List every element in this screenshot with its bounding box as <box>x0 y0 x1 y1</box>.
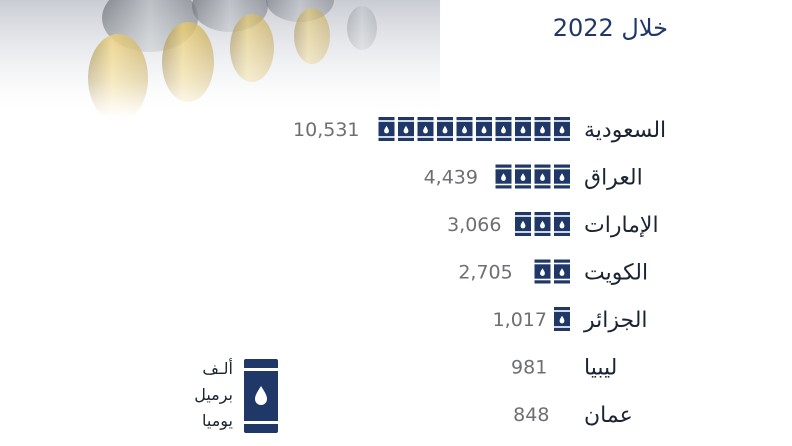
barrel-mark <box>534 259 551 284</box>
barrel-mark-partial <box>366 117 375 141</box>
value-label: 981 <box>511 357 547 379</box>
chart-row: الجزائر 1,017 <box>493 307 648 333</box>
country-label: الجزائر <box>583 308 648 333</box>
barrel-mark <box>495 164 512 189</box>
legend-line-thousand: ألـف <box>202 359 233 378</box>
chart-row: الإمارات 3,066 <box>447 212 659 238</box>
barrel-mark <box>554 164 570 189</box>
barrel-mark <box>476 117 492 141</box>
country-label: ليبيا <box>584 356 617 381</box>
legend: ألـف برميل يوميا <box>186 356 278 436</box>
value-label: 3,066 <box>447 214 501 236</box>
country-label: السعودية <box>584 118 666 143</box>
barrel-mark <box>437 117 453 141</box>
chart-row: السعودية 10,531 <box>293 117 666 143</box>
country-label: الكويت <box>584 261 648 286</box>
value-label: 10,531 <box>293 119 359 141</box>
barrel-mark-partial <box>484 164 492 189</box>
value-label: 4,439 <box>424 167 478 189</box>
barrel-mark <box>534 212 551 236</box>
barrel-mark <box>554 259 570 284</box>
barrel-mark-partial <box>556 402 570 426</box>
barrel-mark <box>398 117 414 141</box>
country-label: العراق <box>584 166 643 191</box>
barrel-mark-partial <box>554 354 570 379</box>
barrel-mark <box>456 117 473 141</box>
country-label: عمان <box>584 403 633 428</box>
value-label: 1,017 <box>493 309 547 331</box>
barrel-mark <box>495 117 512 141</box>
value-label: 848 <box>513 404 549 426</box>
legend-line-barrel: برميل <box>194 385 233 404</box>
chart-row: الكويت 2,705 <box>458 259 648 286</box>
barrel-mark <box>554 212 570 236</box>
chart-subtitle: خلال 2022 <box>552 14 668 42</box>
value-label: 2,705 <box>458 262 512 284</box>
chart-row: ليبيا 981 <box>511 354 617 381</box>
barrel-mark <box>378 117 395 141</box>
oil-barrel-icon <box>244 359 278 433</box>
legend-line-daily: يوميا <box>202 411 233 430</box>
oil-barrels-header-photo <box>0 0 440 118</box>
barrel-mark <box>534 117 551 141</box>
barrel-mark <box>515 212 531 236</box>
barrel-mark <box>515 164 531 189</box>
country-label: الإمارات <box>584 213 659 238</box>
barrel-mark <box>534 164 551 189</box>
chart-row: العراق 4,439 <box>424 164 643 191</box>
barrel-mark <box>515 117 531 141</box>
barrel-mark <box>554 117 570 141</box>
barrel-mark-partial <box>519 259 531 284</box>
barrel-mark <box>554 307 570 331</box>
legend-label: ألـف برميل يوميا <box>186 356 233 434</box>
barrel-mark <box>417 117 434 141</box>
chart-row: عمان 848 <box>513 402 633 428</box>
